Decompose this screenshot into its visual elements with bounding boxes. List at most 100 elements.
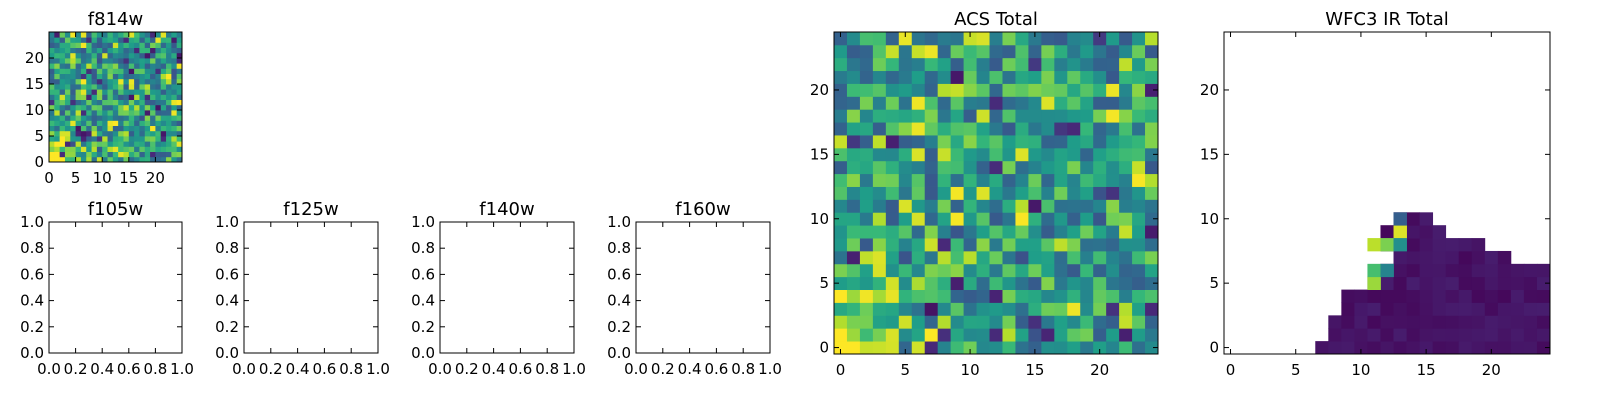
heatmap-cell [937,225,952,239]
heatmap-cell [118,47,124,54]
heatmap-cell [144,156,151,163]
heatmap-cell [976,289,990,303]
heatmap-cell [963,328,977,342]
heatmap-cell [96,110,103,116]
heatmap-cell [937,341,952,355]
heatmap-cell [1393,250,1407,265]
heatmap-cell [80,120,87,126]
heatmap-cell [859,122,874,136]
heatmap-cell [86,37,92,43]
heatmap-cell [128,47,135,54]
heatmap-cell [128,42,135,48]
heatmap-cell [118,52,124,59]
heatmap-cell [911,302,926,316]
heatmap-cell [859,96,874,110]
heatmap-cell [59,115,66,121]
heatmap-cell [1367,238,1381,252]
heatmap-cell [91,99,98,106]
heatmap-cell [134,136,140,142]
heatmap-cell [1432,289,1447,303]
heatmap-cell [1132,147,1146,162]
heatmap-cell [1458,341,1473,355]
heatmap-cell [102,47,108,54]
heatmap-cell [70,156,76,163]
heatmap-cell [1145,212,1159,226]
heatmap-cell [911,250,926,265]
heatmap-cell [1145,328,1159,342]
y-tick-label: 5 [34,127,44,145]
heatmap-cell [1080,302,1094,316]
heatmap-cell [1093,212,1107,226]
heatmap-cell [1015,173,1029,187]
heatmap-cell [128,37,135,43]
heatmap-cell [166,120,172,126]
y-tick-label: 0.0 [607,344,631,362]
heatmap-cell [112,125,119,132]
heatmap-cell [1093,135,1107,149]
heatmap-cell [144,115,151,121]
heatmap-cell [144,32,151,38]
heatmap-cell [1002,173,1016,187]
heatmap-cell [96,52,103,59]
heatmap-cell [1002,315,1016,329]
heatmap-cell [963,57,977,72]
heatmap-cell [128,68,135,74]
heatmap-cell [59,42,66,48]
heatmap-cell [1054,147,1068,162]
heatmap-cell [1054,302,1068,316]
heatmap-cell [1145,263,1159,278]
heatmap-cell [1484,250,1499,265]
heatmap-cell [898,57,913,72]
heatmap-cell [1041,160,1055,175]
heatmap-cell [144,151,151,158]
heatmap-cell [872,147,887,162]
heatmap-cell [872,122,887,136]
heatmap-cell [885,44,900,59]
heatmap-cell [1119,250,1133,265]
heatmap-cell [846,122,861,136]
heatmap-cell [1106,328,1120,342]
heatmap-cell [1080,225,1094,239]
heatmap-cell [1015,238,1029,252]
heatmap-cell [171,151,178,158]
heatmap-cell [1119,238,1133,252]
heatmap-cell [91,146,98,152]
heatmap-cell [75,99,82,106]
heatmap-cell [1393,328,1407,342]
heatmap-cell [1406,341,1420,355]
heatmap-cell [834,315,848,329]
heatmap-cell [144,136,151,142]
heatmap-cell [924,160,939,175]
heatmap-cell [1432,263,1447,278]
heatmap-cell [64,42,71,48]
heatmap-cell [1093,302,1107,316]
heatmap-cell [64,94,71,100]
heatmap-cell [123,42,130,48]
heatmap-cell [859,173,874,187]
heatmap-cell [155,120,162,126]
heatmap-cell [924,225,939,239]
heatmap-cell [834,173,848,187]
heatmap-cell [963,238,977,252]
heatmap-cell [166,104,172,111]
heatmap-cell [1471,302,1486,316]
heatmap-cell [1080,328,1094,342]
heatmap-cell [911,225,926,239]
heatmap-cell [144,141,151,147]
heatmap-cell [96,120,103,126]
heatmap-cell [1145,147,1159,162]
heatmap-cell [123,94,130,100]
heatmap-cell [846,96,861,110]
heatmap-cell [898,302,913,316]
heatmap-cell [1119,212,1133,226]
heatmap-cell [924,135,939,149]
heatmap-cell [80,68,87,74]
heatmap-cell [911,147,926,162]
heatmap-cell [86,63,92,69]
heatmap-cell [911,122,926,136]
heatmap-cell [134,125,140,132]
heatmap-cell [96,42,103,48]
heatmap-cell [1054,225,1068,239]
heatmap-cell [102,151,108,158]
heatmap-cell [134,84,140,90]
